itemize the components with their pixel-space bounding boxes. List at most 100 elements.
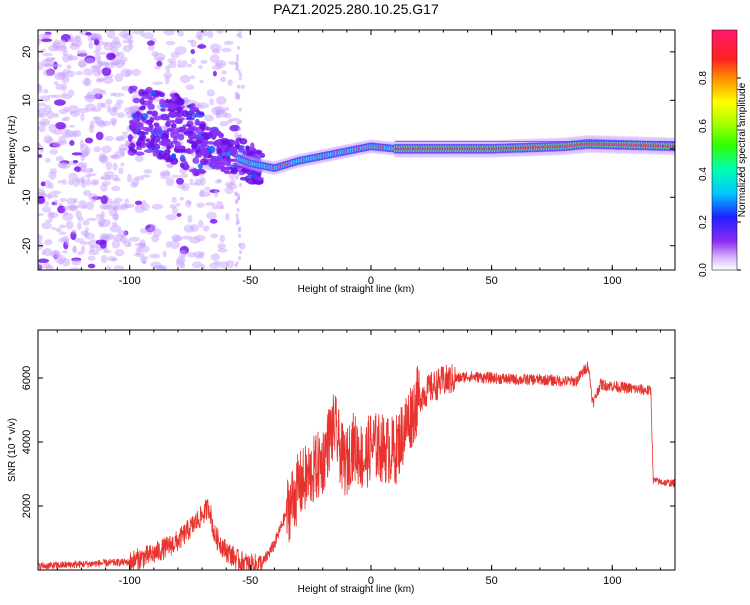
spectrogram-noise-blob: [236, 208, 240, 213]
spectrogram-noise-blob: [69, 110, 81, 118]
spectrogram-noise-blob: [118, 167, 124, 175]
spectrogram-signal-blob: [186, 148, 192, 155]
spectrogram-noise-blob: [84, 151, 90, 156]
spectrogram-signal-blob: [201, 140, 207, 147]
spectrogram-signal-blob: [158, 92, 165, 98]
spectrogram-noise-blob: [38, 84, 42, 91]
y-tick-label: -20: [21, 238, 33, 254]
spectrogram-signal-blob: [235, 137, 243, 142]
spectrogram-signal-blob: [166, 118, 171, 125]
spectrogram-noise-blob: [216, 30, 224, 35]
spectrogram-noise-blob: [152, 228, 162, 237]
spectrogram-noise-blob: [209, 98, 214, 106]
snr-x-ticks: -100 -50 0 50 100: [56, 330, 662, 587]
spectrogram-signal-blob: [170, 122, 177, 129]
spectrogram-noise-blob: [111, 221, 118, 228]
spectrogram-signal-blob: [135, 151, 145, 156]
spectrogram-noise-blob: [114, 248, 125, 257]
spectrogram-noise-blob: [189, 236, 201, 244]
spectrogram-y-label: Frequency (Hz): [7, 116, 18, 185]
spectrogram-noise-blob: [108, 233, 114, 240]
spectrogram-noise-blob: [68, 124, 75, 128]
spectrogram-noise-blob: [197, 220, 204, 228]
spectrogram-noise-blob: [171, 234, 182, 242]
spectrogram-noise-blob: [93, 33, 99, 39]
spectrogram-noise-blob: [100, 195, 108, 205]
spectrogram-noise-blob: [111, 239, 121, 249]
spectrogram-noise-blob: [114, 73, 124, 82]
spectrogram-noise-blob: [58, 202, 63, 207]
spectrogram-signal-blob: [210, 128, 218, 135]
spectrogram-noise-blob: [46, 193, 59, 199]
spectrogram-noise-blob: [109, 225, 122, 233]
ridge-core: [672, 144, 675, 148]
spectrogram-noise-blob: [206, 89, 215, 97]
spectrogram-noise-blob: [235, 198, 239, 203]
spectrogram-noise-blob: [84, 173, 92, 179]
spectrogram-noise-blob: [57, 161, 68, 169]
spectrogram-noise-blob: [189, 178, 194, 183]
spectrogram-noise-blob: [63, 116, 71, 122]
spectrogram-noise-blob: [96, 57, 101, 64]
spectrogram-signal-blob: [198, 169, 206, 174]
spectrogram-signal-blob: [153, 115, 162, 121]
spectrogram-noise-blob: [67, 89, 75, 97]
spectrogram-noise-blob: [59, 45, 68, 50]
spectrogram-noise-blob: [165, 65, 171, 73]
y-tick-label: 10: [21, 94, 33, 106]
spectrogram-signal-blob: [133, 121, 144, 127]
spectrogram-noise-blob: [38, 262, 43, 270]
snr-frame: [37, 329, 676, 571]
spectrogram-noise-blob: [38, 37, 41, 46]
spectrogram-signal-blob: [192, 157, 200, 164]
spectrogram-signal-blob: [183, 130, 194, 136]
spectrogram-noise-blob: [84, 232, 96, 240]
spectrogram-signal-blob: [151, 110, 157, 117]
spectrogram-noise-blob: [141, 260, 147, 264]
spectrogram-noise-blob: [105, 99, 113, 105]
spectrogram-noise-blob: [104, 61, 109, 65]
spectrogram-noise-blob: [65, 129, 70, 138]
spectrogram-noise-blob: [79, 143, 89, 153]
spectrogram-noise-blob: [237, 196, 241, 201]
spectrogram-noise-blob: [130, 68, 142, 76]
spectrogram-noise-blob: [42, 52, 53, 57]
spectrogram-marks: [38, 30, 675, 270]
spectrogram-noise-blob: [48, 182, 54, 190]
spectrogram-noise-blob: [84, 227, 90, 232]
spectrogram-signal-blob: [241, 168, 246, 173]
spectrogram-noise-blob: [235, 57, 239, 62]
spectrogram-frame: [37, 29, 676, 271]
spectrogram-noise-blob: [134, 200, 143, 206]
spectrogram-noise-blob: [186, 63, 193, 68]
spectrogram-noise-blob: [190, 39, 197, 48]
spectrogram-noise-blob: [44, 239, 53, 246]
spectrogram-noise-blob: [165, 177, 175, 187]
spectrogram-signal-blob: [152, 149, 158, 157]
spectrogram-noise-blob: [190, 75, 195, 80]
spectrogram-signal-blob: [250, 142, 255, 150]
spectrogram-signal-blob: [131, 149, 138, 154]
spectrogram-noise-blob: [221, 70, 227, 75]
spectrogram-noise-blob: [122, 44, 132, 53]
spectrogram-signal-blob: [184, 110, 195, 116]
spectrogram-noise-blob: [52, 250, 60, 257]
x-tick-label: -100: [119, 575, 141, 587]
spectrogram-noise-blob: [239, 250, 243, 255]
spectrogram-signal-blob: [145, 138, 151, 143]
spectrogram-noise-blob: [91, 88, 103, 95]
spectrogram-noise-blob: [217, 243, 226, 250]
spectrogram-noise-blob: [102, 76, 114, 84]
spectrogram-noise-blob: [97, 217, 106, 226]
spectrogram-noise-blob: [62, 53, 70, 63]
spectrogram-noise-blob: [199, 176, 206, 186]
spectrogram-signal-blob: [141, 91, 149, 95]
spectrogram-noise-blob: [92, 116, 103, 121]
spectrogram-noise-blob: [53, 81, 59, 85]
spectrogram-noise-blob: [67, 38, 74, 42]
spectrogram-signal-blob: [198, 163, 203, 170]
spectrogram-signal-blob: [127, 135, 134, 140]
spectrogram-noise-blob: [217, 248, 228, 253]
spectrogram-noise-blob: [97, 68, 102, 75]
spectrogram-noise-blob: [38, 102, 47, 107]
